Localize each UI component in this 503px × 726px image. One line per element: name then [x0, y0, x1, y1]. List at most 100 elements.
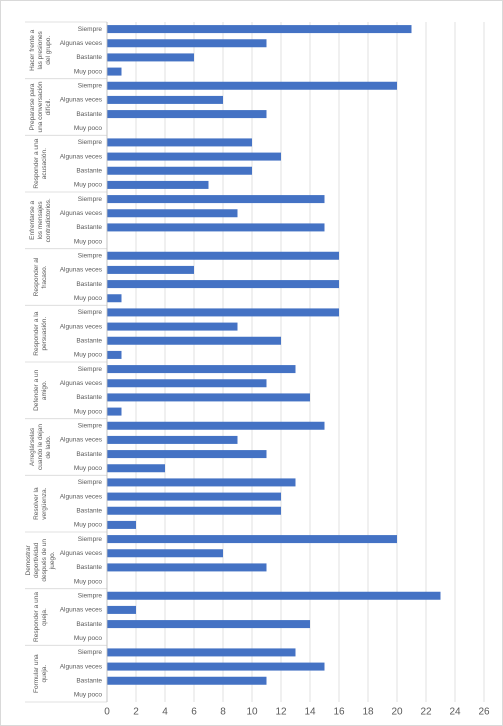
bar: [107, 209, 238, 218]
bar: [107, 478, 296, 487]
group-label: Arreglárselascuando le dejande lado.: [29, 424, 52, 470]
category-label: Siempre: [78, 536, 103, 543]
bar: [107, 450, 267, 459]
x-tick-label: 8: [220, 707, 226, 718]
bar: [107, 39, 267, 48]
category-label: Bastante: [76, 564, 102, 571]
x-tick-label: 14: [304, 707, 316, 718]
group-label: Resolver lavergüenza.: [33, 487, 48, 520]
bar: [107, 81, 397, 90]
bar: [107, 110, 267, 119]
category-label: Muy poco: [74, 352, 103, 359]
x-tick-label: 24: [449, 707, 461, 718]
x-tick-label: 4: [162, 707, 168, 718]
group-label: Defender a unamigo.: [33, 369, 48, 411]
category-label: Muy poco: [74, 522, 103, 529]
category-label: Muy poco: [74, 465, 103, 472]
category-label: Algunas veces: [60, 607, 103, 614]
bar: [107, 605, 136, 614]
x-tick-label: 16: [333, 707, 345, 718]
category-label: Siempre: [78, 252, 103, 259]
category-label: Siempre: [78, 82, 103, 89]
x-tick-label: 20: [391, 707, 403, 718]
category-label: Siempre: [78, 309, 103, 316]
bar: [107, 464, 165, 473]
category-label: Bastante: [76, 507, 102, 514]
x-tick-label: 10: [246, 707, 258, 718]
bar: [107, 676, 267, 685]
bar: [107, 180, 209, 189]
bar: [107, 520, 136, 529]
category-label: Siempre: [78, 139, 103, 146]
bar: [107, 53, 194, 62]
category-label: Bastante: [76, 167, 102, 174]
category-label: Muy poco: [74, 578, 103, 585]
category-label: Bastante: [76, 337, 102, 344]
category-label: Muy poco: [74, 125, 103, 132]
category-label: Muy poco: [74, 408, 103, 415]
category-label: Bastante: [76, 224, 102, 231]
bar: [107, 166, 252, 175]
group-label: Responder a lapersuasión.: [33, 311, 48, 355]
bar: [107, 563, 267, 572]
category-label: Siempre: [78, 422, 103, 429]
bar: [107, 294, 122, 303]
bar: [107, 95, 223, 104]
x-tick-label: 12: [275, 707, 287, 718]
bar: [107, 336, 281, 345]
bar: [107, 648, 296, 657]
category-label: Bastante: [76, 54, 102, 61]
bar: [107, 492, 281, 501]
category-label: Muy poco: [74, 182, 103, 189]
bar: [107, 662, 325, 671]
category-label: Algunas veces: [60, 550, 103, 557]
category-label: Muy poco: [74, 692, 103, 699]
bar: [107, 591, 441, 600]
bar: [107, 549, 223, 558]
bar: [107, 251, 339, 260]
category-label: Algunas veces: [60, 493, 103, 500]
category-label: Bastante: [76, 281, 102, 288]
bar: [107, 322, 238, 331]
category-label: Algunas veces: [60, 153, 103, 160]
category-label: Bastante: [76, 677, 102, 684]
category-label: Algunas veces: [60, 437, 103, 444]
bar: [107, 421, 325, 430]
category-label: Muy poco: [74, 635, 103, 642]
group-label: Prepararse parauna conversacióndifícil.: [29, 81, 52, 132]
category-label: Algunas veces: [60, 97, 103, 104]
category-label: Bastante: [76, 111, 102, 118]
category-label: Siempre: [78, 26, 103, 33]
category-label: Siempre: [78, 196, 103, 203]
bar: [107, 407, 122, 416]
x-tick-label: 22: [420, 707, 432, 718]
bar: [107, 506, 281, 515]
category-label: Bastante: [76, 621, 102, 628]
bar: [107, 25, 412, 34]
x-tick-label: 0: [104, 707, 110, 718]
group-label: Enfrentarse alos mensajescontradictorios…: [29, 198, 52, 242]
bar: [107, 280, 339, 289]
category-label: Bastante: [76, 394, 102, 401]
group-label: Responder a unaqueja.: [33, 592, 48, 642]
category-label: Siempre: [78, 592, 103, 599]
bar: [107, 393, 310, 402]
category-label: Siempre: [78, 366, 103, 373]
bar: [107, 620, 310, 629]
bar: [107, 435, 238, 444]
bar: [107, 195, 325, 204]
category-label: Muy poco: [74, 295, 103, 302]
group-label: Responder a unaacusación.: [33, 138, 48, 188]
bar: [107, 365, 296, 374]
category-label: Bastante: [76, 451, 102, 458]
category-label: Algunas veces: [60, 663, 103, 670]
bar: [107, 265, 194, 274]
bar: [107, 223, 325, 232]
category-label: Algunas veces: [60, 323, 103, 330]
x-tick-label: 2: [133, 707, 139, 718]
bar: [107, 138, 252, 147]
group-label: Hacer frente alas presionesdel grupo.: [29, 29, 52, 71]
category-label: Muy poco: [74, 238, 103, 245]
